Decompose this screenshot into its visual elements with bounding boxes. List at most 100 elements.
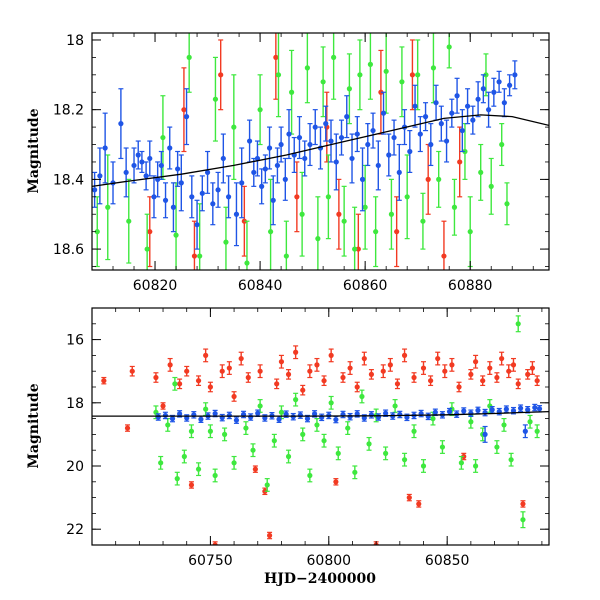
data-point-green: [321, 433, 327, 448]
data-point-green: [212, 56, 219, 142]
data-point-green: [105, 154, 111, 261]
data-point-green: [275, 33, 282, 118]
data-point-green: [264, 478, 270, 492]
data-point-green: [304, 33, 310, 104]
data-point-red: [285, 369, 292, 380]
data-point-blue: [396, 143, 402, 201]
x-tick-label: 60800: [307, 553, 352, 569]
data-point-blue: [251, 157, 257, 187]
data-point-red: [428, 375, 434, 387]
data-point-blue: [246, 119, 253, 163]
data-point-red: [340, 372, 346, 383]
data-point-blue: [215, 171, 221, 208]
data-point-blue: [503, 405, 509, 413]
data-point-blue: [347, 412, 353, 421]
data-point-blue: [380, 91, 387, 135]
data-point-blue: [407, 129, 413, 174]
data-point-red: [231, 391, 237, 402]
data-point-red: [124, 424, 131, 432]
data-point-red: [529, 361, 536, 375]
top-panel-plot-area: [92, 33, 549, 270]
data-point-green: [181, 449, 187, 464]
data-point-green: [430, 33, 437, 104]
data-point-blue: [210, 182, 216, 226]
data-point-blue: [485, 91, 492, 128]
data-point-green: [300, 427, 306, 442]
data-point-blue: [428, 123, 434, 167]
data-point-blue: [233, 182, 240, 247]
data-point-blue: [433, 84, 439, 121]
x-tick-label: 60840: [238, 278, 283, 294]
data-point-blue: [354, 410, 360, 418]
data-point-blue: [375, 140, 381, 191]
data-point-red: [324, 91, 330, 163]
data-point-green: [331, 33, 337, 100]
data-point-blue: [189, 175, 195, 219]
data-point-green: [186, 33, 192, 93]
data-point-blue: [274, 147, 281, 184]
data-point-red: [238, 351, 244, 366]
data-point-green: [458, 455, 464, 470]
data-point-blue: [412, 84, 418, 128]
bottom-panel-tick-labels: 60750 60800 60850 16 18 20 22: [66, 333, 469, 569]
data-point-red: [191, 220, 198, 270]
data-point-green: [483, 53, 489, 97]
data-point-green: [283, 220, 289, 270]
data-point-blue: [512, 60, 518, 90]
data-point-blue: [507, 74, 513, 97]
bottom-panel: 60750 60800 60850 16 18 20 22 Magnitude HJD−24…: [26, 307, 550, 587]
data-point-blue: [123, 147, 129, 198]
data-point-blue: [361, 414, 367, 422]
data-point-green: [467, 196, 473, 268]
y-tick-label: 18.4: [53, 172, 84, 188]
data-point-green: [293, 392, 299, 407]
data-point-green: [126, 178, 132, 264]
data-point-blue: [312, 109, 318, 146]
data-point-red: [147, 196, 153, 268]
data-point-blue: [464, 88, 471, 125]
data-point-blue: [368, 411, 375, 419]
data-point-red: [273, 33, 279, 100]
data-point-green: [289, 49, 295, 135]
data-point-green: [223, 206, 229, 270]
data-point-blue: [158, 150, 164, 180]
data-point-blue: [532, 403, 538, 412]
data-point-red: [442, 364, 448, 379]
data-point-blue: [220, 133, 226, 184]
data-point-red: [333, 478, 339, 486]
data-point-green: [366, 436, 372, 451]
data-point-red: [241, 185, 247, 257]
data-point-blue: [496, 70, 502, 93]
data-point-red: [101, 376, 107, 385]
data-point-blue: [291, 136, 297, 174]
data-point-blue: [443, 119, 450, 163]
data-point-green: [231, 455, 237, 470]
data-point-red: [307, 364, 313, 379]
data-point-green: [352, 206, 358, 270]
data-point-red: [153, 372, 159, 383]
data-point-green: [494, 440, 500, 454]
data-point-red: [525, 369, 531, 380]
data-point-blue: [340, 410, 346, 419]
data-point-blue: [307, 123, 313, 167]
data-point-green: [415, 39, 421, 111]
data-point-blue: [198, 415, 204, 423]
data-point-green: [520, 511, 526, 529]
x-tick-label: 60850: [425, 553, 470, 569]
data-point-blue: [118, 88, 124, 160]
data-point-red: [480, 375, 486, 387]
data-point-green: [285, 449, 292, 464]
data-point-green: [315, 196, 321, 270]
data-point-red: [355, 213, 361, 270]
data-point-green: [346, 53, 352, 125]
data-point-green: [267, 178, 274, 270]
data-point-red: [328, 348, 334, 363]
data-point-green: [244, 220, 250, 270]
data-point-green: [499, 123, 505, 167]
data-point-green: [504, 182, 510, 226]
data-point-red: [207, 381, 213, 393]
data-point-blue: [475, 406, 481, 415]
data-point-blue: [131, 147, 137, 184]
data-point-blue: [422, 102, 429, 132]
data-point-blue: [438, 105, 444, 142]
